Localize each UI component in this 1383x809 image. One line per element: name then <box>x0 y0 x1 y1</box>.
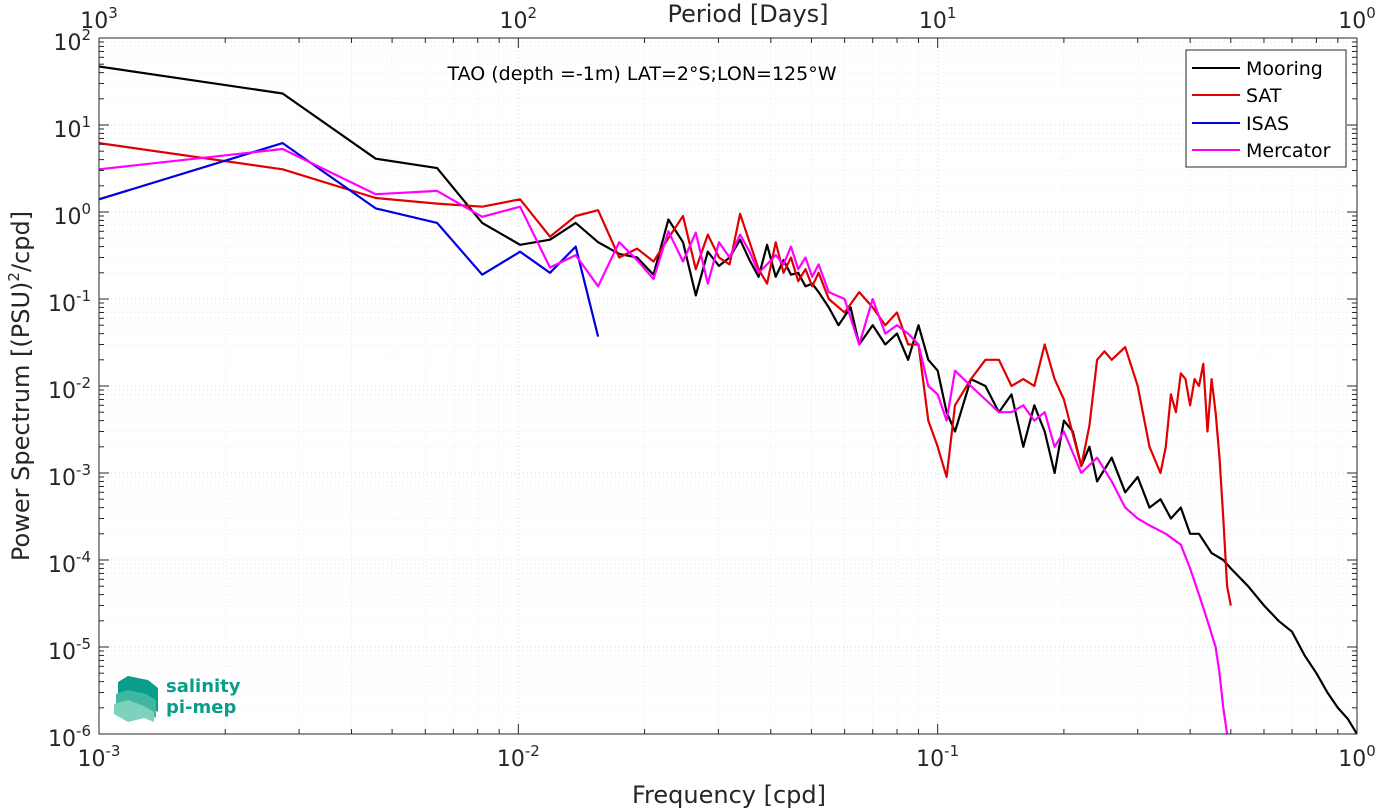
logo-mark-icon <box>114 676 158 722</box>
series-line-mooring <box>99 65 1357 734</box>
y-axis-label-main: Power Spectrum [(PSU) <box>7 282 35 561</box>
top-tick-label: 101 <box>919 4 957 34</box>
y-axis-label-tail: /cpd] <box>7 211 35 272</box>
y-tick-label: 10-5 <box>48 635 91 665</box>
y-axis-label: Power Spectrum [(PSU)2/cpd] <box>5 211 35 561</box>
x-tick-label: 100 <box>1338 742 1376 772</box>
salinity-pi-mep-logo: salinity pi-mep <box>114 676 241 722</box>
top-axis-label: Period [Days] <box>667 0 828 28</box>
logo-text-salinity: salinity <box>166 676 241 697</box>
logo-text-pi-mep: pi-mep <box>166 697 236 718</box>
legend-label-sat: SAT <box>1246 85 1282 107</box>
plot-area <box>99 65 1357 734</box>
series-line-mercator <box>99 147 1229 734</box>
legend-label-mercator: Mercator <box>1246 140 1331 162</box>
y-tick-label: 10-4 <box>48 548 91 578</box>
legend-label-isas: ISAS <box>1246 113 1289 135</box>
series-line-sat <box>99 142 1232 606</box>
y-axis-label-sup: 2 <box>5 272 23 282</box>
chart-title: TAO (depth =-1m) LAT=2°S;LON=125°W <box>446 63 836 85</box>
top-tick-label: 102 <box>500 4 538 34</box>
legend-label-mooring: Mooring <box>1246 58 1323 80</box>
y-tick-label: 10-6 <box>48 722 91 752</box>
x-axis-label: Frequency [cpd] <box>632 781 826 809</box>
x-tick-label: 10-3 <box>78 742 121 772</box>
legend-box <box>1185 49 1347 168</box>
legend: Mooring SAT ISAS Mercator <box>1185 49 1347 168</box>
y-tick-label: 10-1 <box>48 287 91 317</box>
grid-lines <box>98 38 1357 735</box>
y-tick-label: 10-3 <box>48 461 91 491</box>
y-tick-label: 10-2 <box>48 374 91 404</box>
y-tick-label: 102 <box>53 26 91 56</box>
y-tick-label: 101 <box>53 113 91 143</box>
x-tick-label: 10-2 <box>497 742 540 772</box>
top-tick-label: 100 <box>1338 4 1376 34</box>
y-tick-label: 100 <box>53 200 91 230</box>
x-tick-label: 10-1 <box>916 742 959 772</box>
top-tick-label: 103 <box>80 4 118 34</box>
